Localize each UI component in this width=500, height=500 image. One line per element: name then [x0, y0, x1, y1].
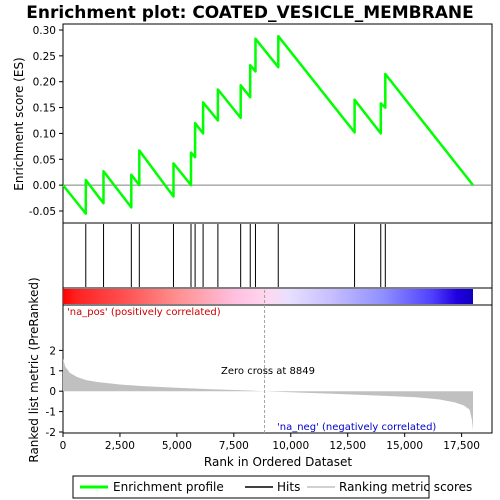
x-tick-label: 10,000 [272, 440, 309, 452]
es-tick-label: 0.15 [33, 103, 56, 115]
neg-corr-label: 'na_neg' (negatively correlated) [277, 422, 436, 433]
ranking-metric-area [63, 358, 473, 430]
enrichment-profile-line [62, 34, 474, 215]
metric-tick-label: 2 [49, 345, 56, 357]
x-axis-label: Rank in Ordered Dataset [204, 455, 352, 469]
es-tick-label: -0.05 [29, 206, 56, 218]
es-tick-label: 0.25 [33, 51, 56, 63]
es-tick-label: 0.00 [33, 180, 56, 192]
chart-title: Enrichment plot: COATED_VESICLE_MEMBRANE [26, 3, 473, 23]
rank-colorbar [63, 289, 473, 304]
x-tick-label: 0 [60, 440, 67, 452]
es-tick-label: 0.05 [33, 154, 56, 166]
es-axis-label: Enrichment score (ES) [12, 57, 26, 190]
legend-label-metric: Ranking metric scores [339, 480, 472, 494]
metric-tick-label: 1 [49, 366, 56, 378]
legend-label-profile: Enrichment profile [113, 480, 224, 494]
pos-corr-label: 'na_pos' (positively correlated) [67, 307, 221, 318]
metric-tick-label: -1 [46, 407, 56, 419]
es-tick-label: 0.20 [33, 77, 56, 89]
x-tick-label: 12,500 [329, 440, 366, 452]
metric-axis-label: Ranked list metric (PreRanked) [27, 277, 41, 462]
x-tick-label: 17,500 [443, 440, 480, 452]
es-tick-label: 0.30 [33, 25, 56, 37]
metric-tick-label: -2 [46, 427, 56, 439]
x-tick-label: 7,500 [219, 440, 249, 452]
legend-label-hits: Hits [277, 480, 300, 494]
es-tick-label: 0.10 [33, 128, 56, 140]
hits-panel-frame [62, 222, 493, 289]
x-tick-label: 2,500 [105, 440, 135, 452]
x-tick-label: 15,000 [386, 440, 423, 452]
metric-tick-label: 0 [49, 386, 56, 398]
zero-cross-label: Zero cross at 8849 [221, 366, 315, 377]
x-tick-label: 5,000 [162, 440, 192, 452]
